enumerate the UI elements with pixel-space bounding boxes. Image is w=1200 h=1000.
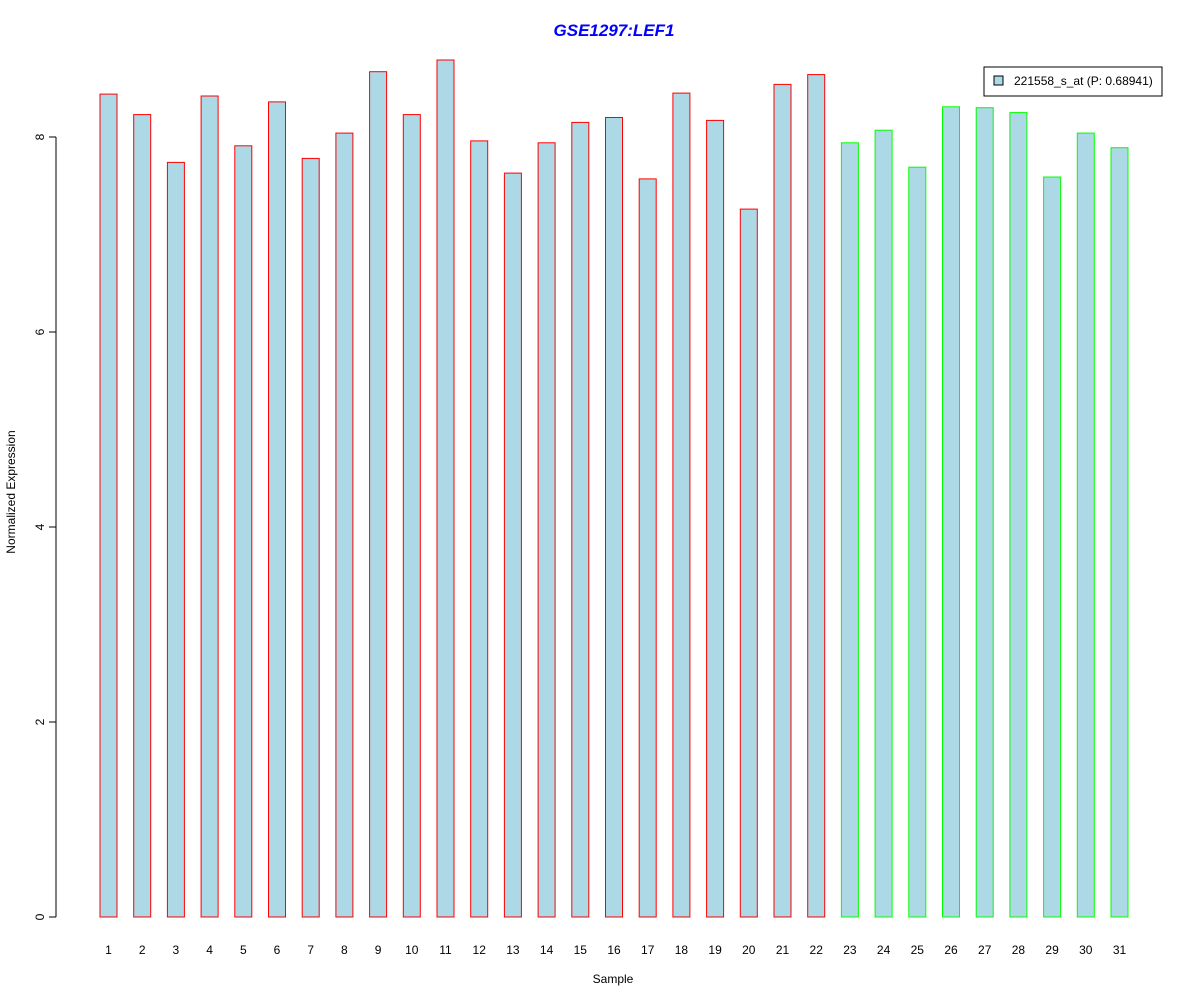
x-tick-label: 5 — [240, 943, 247, 957]
bar-sample-16 — [605, 117, 623, 918]
bar-sample-22 — [807, 74, 826, 918]
legend-label: 221558_s_at (P: 0.68941) — [1014, 74, 1153, 88]
bar-sample-5 — [234, 145, 253, 918]
bar-sample-9 — [369, 71, 388, 918]
bar-sample-24 — [874, 129, 893, 918]
bar-sample-28 — [1009, 112, 1028, 918]
x-tick-label: 20 — [742, 943, 756, 957]
y-tick-label: 2 — [33, 718, 47, 725]
bar-sample-7 — [301, 157, 320, 918]
x-tick-label: 7 — [307, 943, 314, 957]
x-tick-label: 22 — [810, 943, 824, 957]
x-tick-label: 25 — [911, 943, 925, 957]
bar-sample-12 — [470, 140, 489, 918]
x-tick-label: 23 — [843, 943, 857, 957]
bar-sample-14 — [537, 142, 556, 918]
x-tick-label: 15 — [574, 943, 588, 957]
x-tick-labels: 1 2 3 4 5 6 7 8 9 10 11 12 13 14 15 16 17 18 19 20 21 22 23 24 2… — [105, 943, 1126, 957]
x-tick-label: 4 — [206, 943, 213, 957]
x-tick-label: 31 — [1113, 943, 1127, 957]
x-axis-title: Sample — [593, 972, 634, 986]
x-tick-label: 10 — [405, 943, 419, 957]
y-tick-label: 8 — [33, 133, 47, 140]
chart-title: GSE1297:LEF1 — [554, 21, 675, 40]
bar-sample-21 — [773, 83, 792, 918]
bar-sample-23 — [840, 142, 859, 918]
legend-swatch — [993, 75, 1004, 86]
bar-sample-20 — [739, 208, 758, 918]
x-tick-label: 21 — [776, 943, 790, 957]
x-tick-label: 14 — [540, 943, 554, 957]
bar-sample-6 — [268, 101, 286, 918]
bars-group — [99, 59, 1129, 918]
bar-sample-29 — [1043, 176, 1062, 918]
x-tick-label: 18 — [675, 943, 689, 957]
bar-sample-17 — [638, 178, 657, 918]
x-tick-label: 17 — [641, 943, 655, 957]
x-tick-label: 12 — [473, 943, 487, 957]
bar-sample-13 — [503, 172, 522, 918]
legend-box — [983, 66, 1163, 97]
x-tick-label: 19 — [708, 943, 722, 957]
y-tick-label: 0 — [33, 913, 47, 920]
bar-sample-30 — [1076, 132, 1095, 918]
x-tick-label: 30 — [1079, 943, 1093, 957]
bar-sample-1 — [99, 93, 118, 918]
x-tick-label: 28 — [1012, 943, 1026, 957]
x-tick-label: 11 — [439, 943, 452, 957]
bar-sample-3 — [166, 161, 185, 918]
y-axis-title: Normalized Expression — [4, 430, 18, 553]
bar-sample-25 — [908, 166, 927, 918]
x-tick-label: 9 — [375, 943, 382, 957]
y-axis: 0 2 4 6 8 — [33, 133, 57, 920]
x-tick-label: 16 — [607, 943, 621, 957]
y-tick-label: 6 — [33, 328, 47, 335]
bar-sample-18 — [672, 92, 691, 918]
y-tick-label: 4 — [33, 523, 47, 530]
x-tick-label: 3 — [173, 943, 180, 957]
x-tick-label: 2 — [139, 943, 146, 957]
x-tick-label: 24 — [877, 943, 891, 957]
bar-sample-8 — [335, 132, 354, 918]
bar-sample-27 — [975, 107, 994, 918]
x-tick-label: 13 — [506, 943, 520, 957]
bar-sample-4 — [200, 95, 219, 918]
x-tick-label: 29 — [1045, 943, 1059, 957]
x-tick-label: 26 — [944, 943, 958, 957]
bar-sample-26 — [942, 106, 960, 918]
bar-sample-15 — [571, 121, 590, 918]
legend: 221558_s_at (P: 0.68941) — [983, 66, 1163, 97]
bar-sample-31 — [1110, 147, 1129, 918]
x-tick-label: 8 — [341, 943, 348, 957]
bar-sample-2 — [133, 114, 152, 918]
bar-sample-19 — [706, 119, 725, 918]
bar-sample-11 — [436, 59, 455, 918]
x-tick-label: 6 — [274, 943, 281, 957]
x-tick-label: 1 — [105, 943, 112, 957]
x-tick-label: 27 — [978, 943, 992, 957]
bar-sample-10 — [402, 114, 421, 918]
